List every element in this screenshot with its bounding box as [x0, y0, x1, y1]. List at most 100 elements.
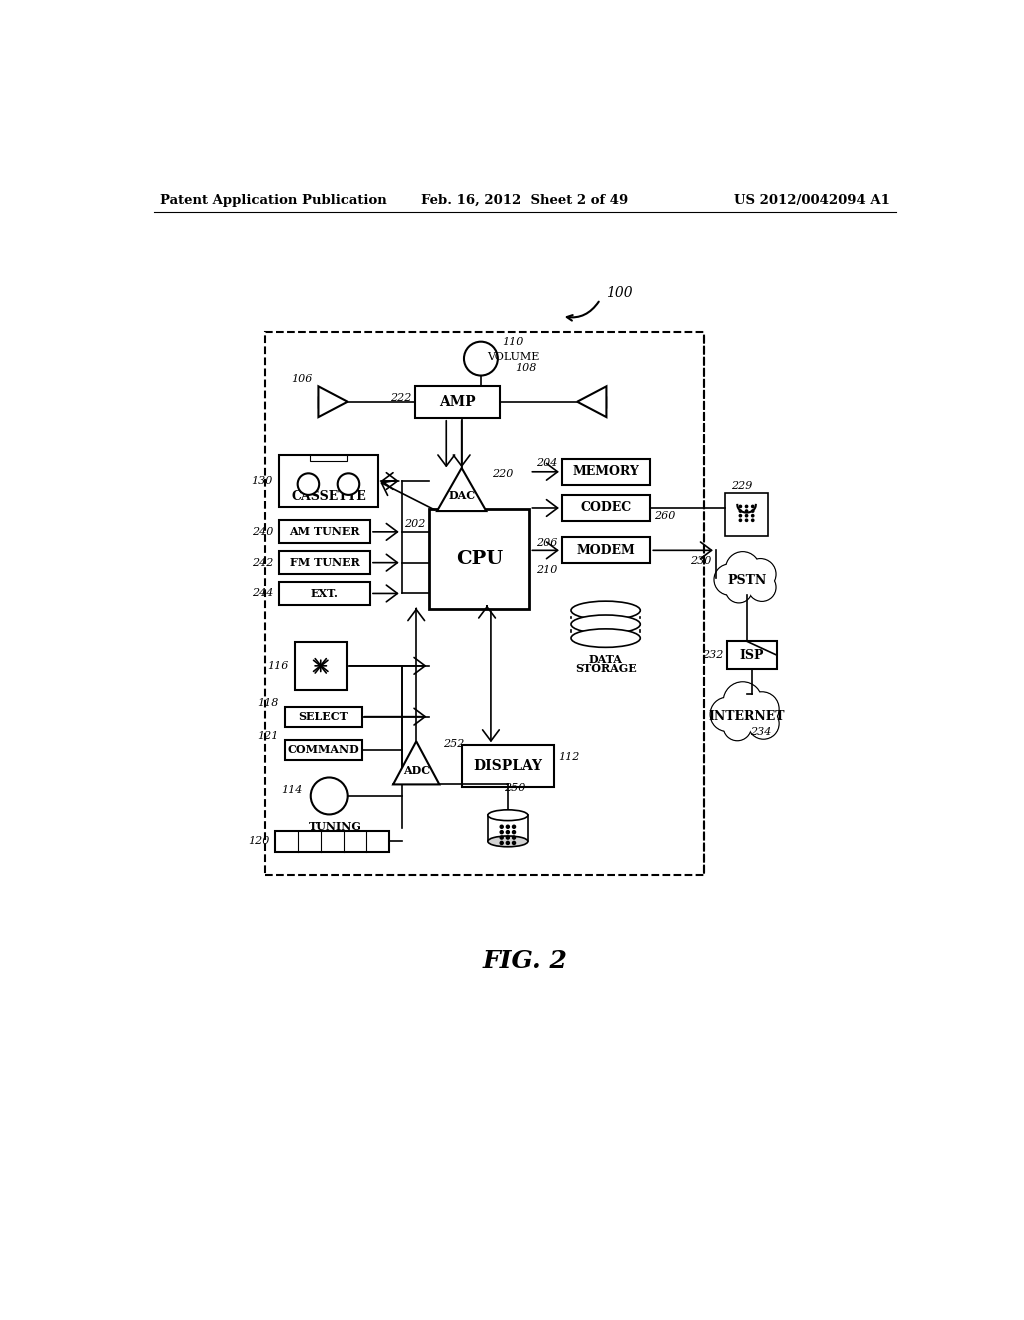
Circle shape [715, 565, 744, 594]
Bar [275, 830, 389, 853]
Text: 232: 232 [702, 649, 724, 660]
Circle shape [749, 709, 778, 739]
Text: 234: 234 [751, 727, 772, 737]
Circle shape [739, 519, 741, 521]
Text: CODEC: CODEC [581, 502, 632, 515]
Circle shape [506, 836, 509, 840]
Text: 250: 250 [504, 783, 525, 793]
Circle shape [749, 574, 775, 601]
Bar [562, 537, 650, 564]
Text: 229: 229 [731, 480, 753, 491]
Bar [318, 396, 323, 408]
Text: 116: 116 [267, 661, 289, 671]
Text: AM TUNER: AM TUNER [290, 527, 359, 537]
Circle shape [745, 515, 748, 517]
Ellipse shape [571, 601, 640, 619]
Text: Feb. 16, 2012  Sheet 2 of 49: Feb. 16, 2012 Sheet 2 of 49 [421, 194, 629, 207]
Polygon shape [393, 742, 439, 784]
Text: 222: 222 [390, 393, 412, 403]
Circle shape [506, 841, 509, 845]
Bar [562, 495, 650, 521]
Circle shape [752, 515, 754, 517]
Text: 206: 206 [537, 537, 558, 548]
Circle shape [749, 708, 779, 739]
Bar [280, 582, 370, 605]
Text: 106: 106 [291, 374, 312, 384]
Circle shape [726, 577, 752, 603]
Text: US 2012/0042094 A1: US 2012/0042094 A1 [734, 194, 890, 207]
Circle shape [310, 777, 348, 814]
Text: DISPLAY: DISPLAY [473, 759, 543, 774]
Circle shape [500, 836, 503, 840]
Text: 260: 260 [654, 511, 676, 520]
Bar [280, 552, 370, 574]
Text: 242: 242 [252, 557, 273, 568]
Text: 110: 110 [503, 337, 524, 347]
Text: CASSETTE: CASSETTE [291, 490, 366, 503]
Text: AMP: AMP [439, 395, 476, 409]
Text: EXT.: EXT. [310, 587, 339, 599]
Text: INTERNET: INTERNET [709, 710, 784, 723]
Circle shape [512, 825, 515, 829]
Text: ADC: ADC [402, 766, 430, 776]
Text: MEMORY: MEMORY [572, 465, 639, 478]
Text: 220: 220 [493, 469, 514, 479]
Bar [727, 642, 776, 669]
Text: Patent Application Publication: Patent Application Publication [160, 194, 387, 207]
Ellipse shape [571, 615, 640, 634]
Bar [416, 385, 500, 418]
Bar [602, 396, 606, 408]
Ellipse shape [487, 836, 528, 847]
Circle shape [745, 519, 748, 521]
Bar [280, 455, 378, 507]
Circle shape [714, 564, 745, 595]
Bar [285, 739, 361, 760]
Circle shape [724, 682, 762, 721]
Circle shape [464, 342, 498, 376]
Circle shape [752, 506, 754, 508]
Polygon shape [578, 387, 606, 417]
Bar [265, 331, 705, 875]
Circle shape [500, 841, 503, 845]
Bar [285, 706, 361, 726]
Circle shape [749, 573, 776, 601]
Bar [310, 455, 347, 461]
Circle shape [745, 692, 779, 726]
Text: FIG. 2: FIG. 2 [482, 949, 567, 973]
Circle shape [739, 510, 741, 512]
Circle shape [739, 506, 741, 508]
Circle shape [724, 713, 751, 741]
Circle shape [506, 825, 509, 829]
Circle shape [745, 510, 748, 512]
Text: FM TUNER: FM TUNER [290, 557, 359, 568]
Polygon shape [318, 387, 348, 417]
Circle shape [512, 836, 515, 840]
Circle shape [512, 841, 515, 845]
Text: 210: 210 [537, 565, 558, 574]
Text: 230: 230 [690, 556, 712, 566]
Text: 118: 118 [257, 698, 279, 708]
Circle shape [500, 825, 503, 829]
Text: DATA: DATA [589, 655, 623, 665]
Circle shape [752, 510, 754, 512]
Ellipse shape [571, 628, 640, 647]
Circle shape [752, 519, 754, 521]
Text: SELECT: SELECT [298, 711, 348, 722]
Text: ISP: ISP [739, 648, 764, 661]
Circle shape [724, 682, 762, 721]
Circle shape [726, 552, 759, 585]
Text: 252: 252 [443, 739, 465, 748]
Text: CPU: CPU [456, 550, 503, 568]
Text: 240: 240 [252, 527, 273, 537]
Circle shape [500, 830, 503, 834]
Text: MODEM: MODEM [577, 544, 636, 557]
Circle shape [298, 474, 319, 495]
Circle shape [506, 830, 509, 834]
Bar [725, 494, 768, 536]
Bar [280, 520, 370, 544]
Polygon shape [437, 469, 486, 511]
Circle shape [724, 713, 752, 741]
Circle shape [726, 577, 752, 602]
Bar [462, 744, 554, 788]
Circle shape [338, 474, 359, 495]
